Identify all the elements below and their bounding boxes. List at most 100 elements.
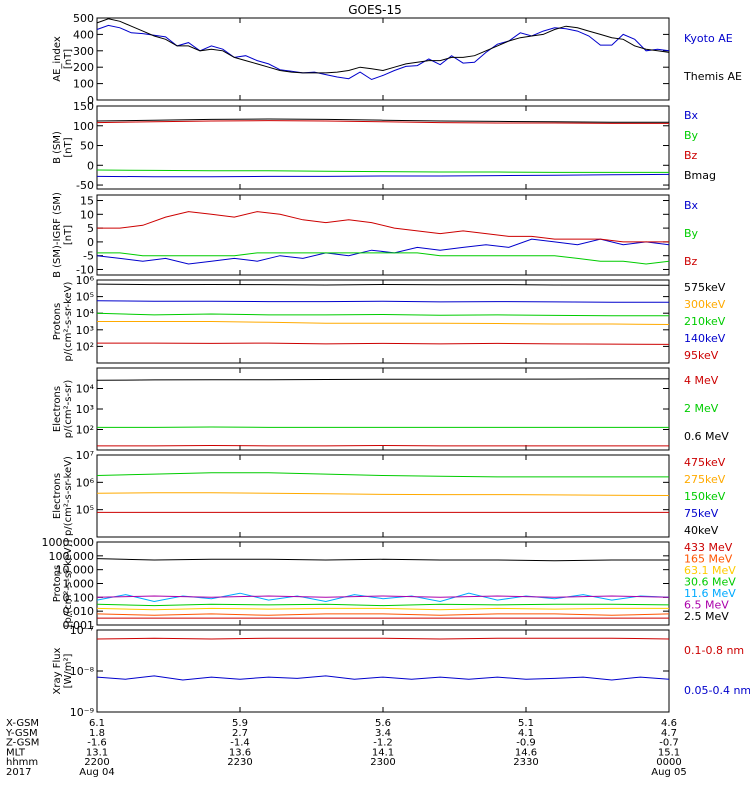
panel-4: 10² 10³ 10⁴ 10⁵ 10⁶ Protons p/(cm²-s-sr-keV) 57… — [52, 274, 726, 364]
legend-label: 433 MeV — [684, 541, 733, 554]
y-tick-label: 400 — [73, 28, 94, 41]
y-tick-label: 0.100 — [63, 591, 95, 604]
legend-label: Bmag — [684, 169, 716, 182]
x-axis-row-label: MLT — [6, 747, 26, 758]
y-tick-label: 10⁵ — [76, 291, 94, 304]
x-axis-value: 6.1 — [89, 718, 105, 729]
legend-label: 165 MeV — [684, 553, 733, 566]
legend-label: 275keV — [684, 473, 726, 486]
series-line — [96, 637, 670, 640]
y-tick-label: 5 — [87, 222, 94, 235]
x-axis-value: 2230 — [227, 757, 252, 768]
legend-label: 140keV — [684, 332, 726, 345]
x-axis-value: 5.9 — [232, 718, 248, 729]
y-axis-label: Electrons — [52, 473, 63, 519]
y-tick-label: 500 — [73, 12, 94, 25]
legend-label: Bz — [684, 255, 698, 268]
x-axis-value: 15.1 — [658, 747, 680, 758]
y-tick-label: 100 — [73, 78, 94, 91]
x-axis-row-label: hhmm — [6, 757, 38, 768]
x-axis-value: 14.6 — [515, 747, 537, 758]
y-tick-label: 10 — [80, 208, 94, 221]
y-axis-label: [p/(cm²-s-sr-keV)] — [63, 540, 74, 628]
series-line — [96, 238, 670, 265]
panel-frame — [96, 454, 670, 538]
legend-label: 2 MeV — [684, 402, 719, 415]
y-tick-label: 10³ — [76, 403, 94, 416]
x-axis-value: Aug 04 — [79, 767, 114, 778]
x-axis-value: 13.1 — [86, 747, 108, 758]
legend-label: 475keV — [684, 456, 726, 469]
x-axis-value: 13.6 — [229, 747, 251, 758]
series-line — [96, 312, 669, 317]
legend-label: 95keV — [684, 349, 719, 362]
legend-label: By — [684, 227, 699, 240]
y-tick-label: -50 — [76, 179, 94, 192]
x-axis-value: 14.1 — [372, 747, 394, 758]
y-tick-label: 0.010 — [63, 605, 95, 618]
y-tick-label: 150 — [73, 100, 94, 113]
y-tick-label: 10⁻⁹ — [70, 706, 94, 719]
panel-6: 10⁵ 10⁶ 10⁷ Electrons p/(cm²-s-sr-keV) 475keV… — [52, 449, 726, 538]
x-axis-value: 4.6 — [661, 718, 677, 729]
x-axis-value: 0000 — [656, 757, 681, 768]
panel-5: 10² 10³ 10⁴ Electrons p/(cm²-s-sr) 4 MeV 2 MeV… — [52, 367, 729, 451]
series-line — [96, 613, 670, 616]
y-tick-label: 100.000 — [49, 550, 95, 563]
y-tick-label: -5 — [83, 250, 94, 263]
x-axis-value: 2.7 — [232, 728, 248, 739]
y-tick-label: 10.000 — [56, 564, 95, 577]
panel-frame — [96, 629, 670, 713]
y-axis-label: p/(cm²-s-sr-keV) — [63, 281, 74, 361]
series-line — [97, 252, 670, 265]
x-axis-value: 2200 — [84, 757, 109, 768]
y-axis-label: p/(cm²-s-sr-keV) — [63, 456, 74, 536]
y-tick-label: 10⁷ — [76, 449, 94, 462]
legend-label: 0.05-0.4 nm — [684, 684, 750, 697]
legend-label: 6.5 MeV — [684, 599, 729, 612]
y-tick-label: 100 — [73, 120, 94, 133]
y-tick-label: -10 — [76, 263, 94, 276]
x-axis-value: -1.6 — [87, 738, 107, 749]
x-axis-value: 5.6 — [375, 718, 391, 729]
series-line — [96, 173, 670, 178]
legend-label: 63.1 MeV — [684, 564, 736, 577]
y-axis-label: [W/m²] — [63, 653, 74, 688]
legend-label: 4 MeV — [684, 374, 719, 387]
y-tick-label: 10⁴ — [76, 307, 95, 320]
y-axis-label: [nT] — [63, 137, 74, 157]
series-line — [96, 300, 669, 303]
panel-frame — [96, 541, 670, 626]
x-axis-value: 4.1 — [518, 728, 534, 739]
y-tick-label: 10⁶ — [76, 476, 95, 489]
x-axis-row-label: 2017 — [6, 767, 31, 778]
y-tick-label: 0 — [87, 94, 94, 107]
legend-label: 300keV — [684, 298, 726, 311]
panel-frame — [96, 17, 670, 101]
legend-label: 30.6 MeV — [684, 576, 736, 589]
y-tick-label: 0.001 — [63, 619, 95, 632]
x-axis-value: -1.4 — [230, 738, 250, 749]
legend-label: 40keV — [684, 524, 719, 537]
series-line — [96, 378, 669, 381]
y-tick-label: 0 — [87, 236, 94, 249]
series-line — [96, 595, 670, 598]
legend-label: 210keV — [684, 315, 726, 328]
series-line — [96, 603, 670, 607]
panel-7: 0.0010.0100.1001.00010.000100.0001000.00… — [42, 536, 737, 632]
x-axis-value: 2300 — [370, 757, 395, 768]
x-axis-row-label: X-GSM — [6, 718, 39, 729]
y-axis-label: Protons — [52, 303, 63, 340]
legend-label: Bz — [684, 149, 698, 162]
x-axis-value: -0.7 — [659, 738, 679, 749]
series-line — [96, 492, 670, 496]
y-tick-label: 10² — [76, 424, 94, 437]
legend-label: 0.1-0.8 nm — [684, 644, 744, 657]
x-axis-value: Aug 05 — [651, 767, 686, 778]
series-line — [96, 120, 669, 124]
chart-title: GOES-15 — [348, 3, 402, 17]
y-tick-label: 10² — [76, 340, 94, 353]
